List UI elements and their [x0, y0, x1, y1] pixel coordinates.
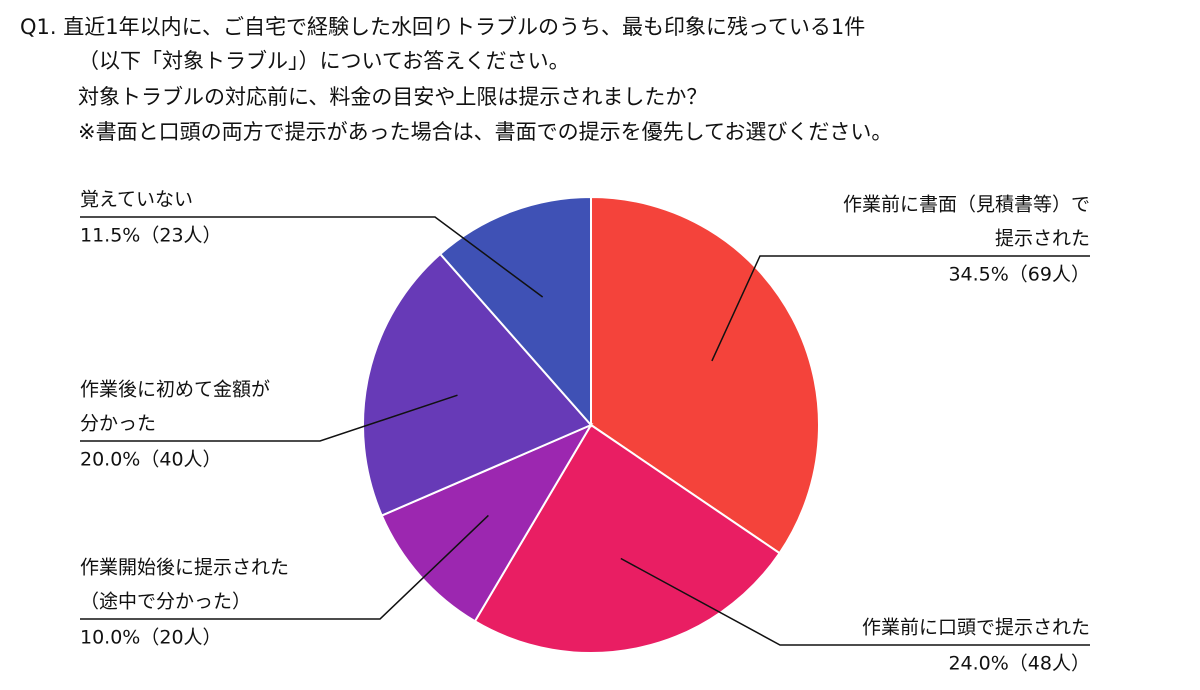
slice-label: 覚えていない: [80, 189, 193, 211]
slice-label: 作業前に口頭で提示された: [862, 617, 1090, 639]
chart-title: 対象トラブルの対応前に、料金の目安や上限は提示されましたか？: [78, 85, 707, 109]
chart-title: ※書面と口頭の両方で提示があった場合は、書面での提示を優先してお選びください。: [78, 120, 892, 144]
slice-label: 作業後に初めて金額が: [80, 379, 270, 401]
chart-title: （以下「対象トラブル」）についてお答えください。: [78, 49, 570, 73]
leader-line: [80, 514, 489, 620]
pie-slice: [438, 195, 592, 428]
slice-label: 作業前に書面（見積書等）で: [843, 194, 1090, 216]
chart-title: Q1. 直近1年以内に、ご自宅で経験した水回りトラブルのうち、最も印象に残ってい…: [20, 15, 865, 39]
leader-line: [80, 216, 544, 298]
slice-label: 提示された: [995, 228, 1090, 250]
value-label: 34.5%（69人）: [948, 264, 1090, 286]
value-label: 24.0%（48人）: [948, 653, 1090, 675]
slice-label: （途中で分かった）: [80, 591, 251, 613]
value-label: 10.0%（20人）: [80, 627, 222, 649]
value-label: 20.0%（40人）: [80, 449, 222, 471]
leader-line: [711, 255, 1090, 362]
value-label: 11.5%（23人）: [80, 225, 222, 247]
pie-slice: [380, 422, 594, 623]
leader-line: [620, 557, 1090, 646]
pie-slice: [362, 252, 593, 517]
slice-label: 分かった: [80, 413, 156, 435]
pie-slice: [473, 423, 781, 654]
leader-line: [80, 394, 458, 442]
pie-slice: [590, 195, 820, 555]
slice-label: 作業開始後に提示された: [80, 557, 289, 579]
